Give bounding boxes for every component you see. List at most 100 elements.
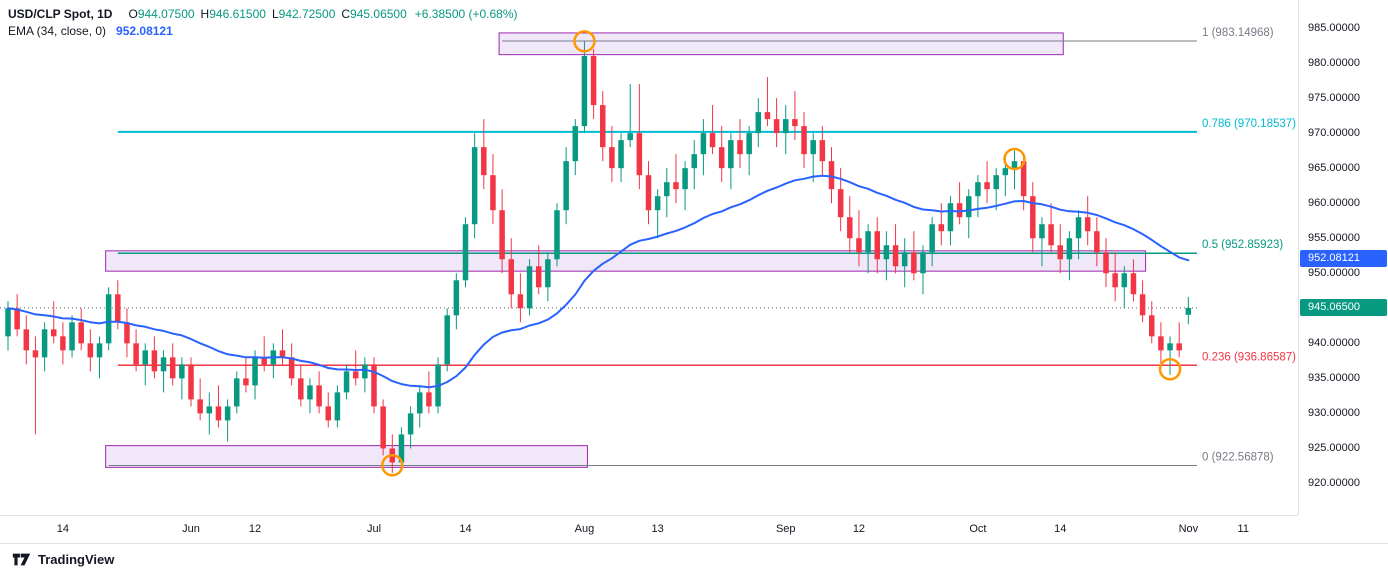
price-tick-label: 955.00000	[1308, 231, 1360, 244]
time-tick-label: Aug	[574, 523, 595, 535]
candle	[801, 112, 807, 169]
time-tick-label: 14	[1054, 523, 1067, 535]
candle	[197, 378, 203, 421]
price-tick-label: 970.00000	[1308, 126, 1360, 139]
candle	[243, 357, 249, 393]
high-value: 946.61500	[209, 7, 266, 21]
candle	[627, 84, 633, 148]
symbol-title[interactable]: USD/CLP Spot, 1D	[8, 7, 113, 21]
brand-name[interactable]: TradingView	[38, 552, 115, 567]
candle	[737, 119, 743, 169]
candle	[279, 329, 286, 365]
fib-zone[interactable]	[105, 445, 588, 468]
circle-marker[interactable]	[573, 30, 596, 53]
time-tick-label: 14	[459, 523, 472, 535]
time-tick-label: Jun	[182, 523, 200, 535]
candle	[5, 301, 11, 351]
close-value: 945.06500	[350, 7, 407, 21]
candle	[14, 294, 20, 337]
candlestick-chart[interactable]: 1 (983.14968) 0.786 (970.18537) 0.5 (952.8…	[0, 0, 1298, 515]
candle	[78, 308, 84, 351]
low-value: 942.72500	[278, 7, 336, 21]
markers-layer	[381, 30, 1182, 477]
price-tick-label: 965.00000	[1308, 161, 1360, 174]
candle	[1075, 210, 1082, 260]
price-tick-label: 950.00000	[1308, 266, 1360, 279]
ema-line[interactable]	[7, 174, 1190, 389]
open-value: 944.07500	[137, 7, 195, 21]
close-label: C	[341, 7, 351, 21]
candle	[545, 252, 551, 302]
candle	[252, 350, 258, 400]
candle	[151, 336, 158, 379]
fib-label: 0.786 (970.18537)	[1202, 118, 1296, 130]
bottom-toolbar: TradingView	[0, 543, 1388, 575]
candle	[499, 189, 505, 274]
chart-canvas[interactable]: 1 (983.14968) 0.786 (970.18537) 0.5 (952.8…	[0, 0, 1298, 515]
candle	[563, 147, 569, 225]
candle	[371, 357, 377, 414]
candle	[700, 119, 707, 176]
candle	[929, 217, 935, 267]
candle	[938, 203, 945, 246]
candle	[417, 385, 423, 428]
candle	[453, 273, 460, 330]
candle	[1149, 301, 1155, 344]
candle	[1084, 196, 1091, 246]
candle	[1048, 203, 1054, 253]
candle	[105, 287, 112, 351]
time-tick-label: 13	[651, 523, 664, 535]
candle	[975, 175, 981, 218]
candle	[1057, 224, 1063, 274]
candle	[1039, 217, 1045, 267]
price-axis[interactable]: 985.00000 980.00000 975.00000 970.00000 965.…	[1298, 0, 1388, 515]
candle	[142, 343, 148, 386]
candle	[581, 41, 588, 134]
candle	[1139, 280, 1146, 323]
candle	[160, 350, 167, 393]
circle-marker[interactable]	[1003, 147, 1026, 171]
candle	[901, 238, 908, 288]
fib-zone[interactable]	[498, 32, 1064, 56]
circle-marker[interactable]	[1158, 358, 1182, 381]
candle	[261, 336, 267, 372]
tradingview-logo-icon[interactable]	[12, 552, 31, 567]
candle	[590, 49, 597, 120]
candle	[224, 399, 231, 442]
fib-labels-layer: 1 (983.14968) 0.786 (970.18537) 0.5 (952.8…	[1202, 27, 1296, 463]
candle	[1185, 296, 1192, 325]
candle	[993, 168, 999, 211]
candle	[362, 357, 368, 393]
candle	[636, 84, 643, 190]
candle	[1130, 259, 1137, 302]
candle	[1158, 322, 1164, 365]
candle	[426, 371, 432, 414]
candle	[911, 231, 917, 281]
candle	[1112, 252, 1118, 302]
indicator-label[interactable]: EMA (34, close, 0)	[8, 24, 107, 38]
price-tick-label: 925.00000	[1308, 441, 1360, 454]
candle	[60, 322, 66, 365]
candle	[307, 378, 313, 414]
candle	[792, 91, 798, 141]
candle	[298, 364, 304, 407]
candle	[270, 343, 277, 379]
candles-layer	[5, 41, 1192, 473]
chart-legend: USD/CLP Spot, 1D O944.07500 H946.61500 L942…	[8, 6, 518, 40]
time-tick-label: 11	[1237, 523, 1249, 535]
candle	[188, 357, 194, 407]
time-axis[interactable]: 14 Jun 12 Jul 14 Aug 13 Sep 12 Oct 14 Nov 11	[0, 515, 1298, 544]
candle	[444, 308, 450, 372]
fib-label: 0.5 (952.85923)	[1202, 239, 1283, 251]
candle	[1066, 231, 1073, 281]
candle	[600, 91, 606, 162]
candle	[69, 315, 75, 358]
candle	[810, 133, 816, 183]
circle-marker[interactable]	[381, 454, 404, 477]
candle	[526, 259, 533, 316]
open-label: O	[128, 7, 138, 21]
candle	[352, 350, 359, 386]
candle	[380, 399, 386, 456]
last-price-badge: 945.06500	[1300, 299, 1387, 317]
candle	[682, 161, 688, 211]
